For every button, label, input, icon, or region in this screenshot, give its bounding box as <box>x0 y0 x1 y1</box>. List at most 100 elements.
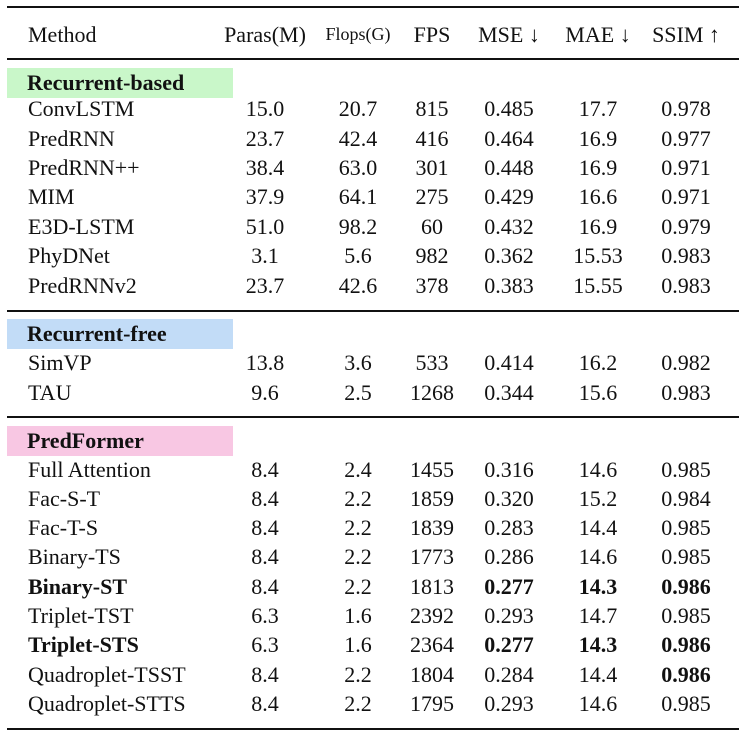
table-row: SimVP 13.8 3.6 533 0.414 16.2 0.982 <box>0 348 746 377</box>
cell-fps: 275 <box>415 184 449 209</box>
cell-params: 8.4 <box>251 544 279 569</box>
cell-flops: 3.6 <box>344 350 372 375</box>
header-ssim: SSIM ↑ <box>652 22 720 47</box>
cell-ssim: 0.983 <box>661 243 711 268</box>
cell-mae: 14.6 <box>578 544 618 569</box>
cell-mae: 14.6 <box>578 457 618 482</box>
cell-fps: 1839 <box>410 515 454 540</box>
header-params: Paras(M) <box>224 22 306 47</box>
table-row: Fac-T-S 8.4 2.2 1839 0.283 14.4 0.985 <box>0 513 746 542</box>
cell-ssim: 0.978 <box>661 96 711 121</box>
cell-params: 8.4 <box>251 574 279 599</box>
cell-mse: 0.320 <box>484 486 534 511</box>
cell-fps: 982 <box>415 243 449 268</box>
cell-flops: 2.2 <box>344 515 372 540</box>
cell-mae: 16.9 <box>578 214 618 239</box>
cell-mse: 0.414 <box>484 350 534 375</box>
cell-mae: 16.2 <box>578 350 618 375</box>
cell-mse: 0.344 <box>484 380 534 405</box>
method-name: Quadroplet-TSST <box>28 662 186 687</box>
cell-ssim: 0.985 <box>661 515 711 540</box>
cell-flops: 1.6 <box>344 603 372 628</box>
cell-mae: 15.2 <box>578 486 618 511</box>
cell-mse: 0.277 <box>484 574 534 599</box>
cell-params: 23.7 <box>245 126 285 151</box>
cell-fps: 1773 <box>410 544 454 569</box>
cell-params: 13.8 <box>245 350 285 375</box>
cell-mse: 0.485 <box>484 96 534 121</box>
method-name: Triplet-STS <box>28 632 139 657</box>
method-name: Fac-S-T <box>28 486 101 511</box>
cell-fps: 1813 <box>410 574 454 599</box>
cell-params: 15.0 <box>245 96 285 121</box>
cell-ssim: 0.985 <box>661 691 711 716</box>
cell-mae: 14.3 <box>578 574 618 599</box>
method-name: PredRNNv2 <box>28 273 137 298</box>
group-divider <box>7 416 739 418</box>
header-row: Method Paras(M) Flops(G) FPS MSE ↓ MAE ↓… <box>0 20 746 49</box>
cell-params: 9.6 <box>251 380 279 405</box>
cell-flops: 63.0 <box>338 155 378 180</box>
method-name: Fac-T-S <box>28 515 99 540</box>
cell-fps: 60 <box>421 214 443 239</box>
cell-flops: 2.2 <box>344 691 372 716</box>
cell-mae: 15.53 <box>573 243 623 268</box>
cell-ssim: 0.971 <box>661 155 711 180</box>
bottom-rule <box>7 728 739 730</box>
cell-ssim: 0.983 <box>661 380 711 405</box>
cell-ssim: 0.982 <box>661 350 711 375</box>
cell-ssim: 0.985 <box>661 457 711 482</box>
table-row: Binary-ST 8.4 2.2 1813 0.277 14.3 0.986 <box>0 572 746 601</box>
group-label-predformer: PredFormer <box>7 426 233 456</box>
cell-ssim: 0.986 <box>661 632 711 657</box>
cell-fps: 533 <box>415 350 449 375</box>
cell-flops: 64.1 <box>338 184 378 209</box>
cell-mse: 0.293 <box>484 603 534 628</box>
method-name: Binary-ST <box>28 574 128 599</box>
cell-params: 8.4 <box>251 457 279 482</box>
method-name: ConvLSTM <box>28 96 135 121</box>
cell-flops: 2.4 <box>344 457 372 482</box>
cell-mae: 15.55 <box>573 273 623 298</box>
cell-mae: 14.3 <box>578 632 618 657</box>
method-name: Binary-TS <box>28 544 121 569</box>
cell-flops: 2.2 <box>344 544 372 569</box>
top-rule <box>7 6 739 8</box>
cell-flops: 98.2 <box>338 214 378 239</box>
cell-mse: 0.284 <box>484 662 534 687</box>
group-label-recurrent-free: Recurrent-free <box>7 319 233 349</box>
cell-flops: 5.6 <box>344 243 372 268</box>
group-divider <box>7 310 739 312</box>
group-label-recurrent-based: Recurrent-based <box>7 68 233 98</box>
table-row: Fac-S-T 8.4 2.2 1859 0.320 15.2 0.984 <box>0 484 746 513</box>
cell-mae: 16.9 <box>578 126 618 151</box>
cell-params: 6.3 <box>251 603 279 628</box>
header-fps: FPS <box>413 22 451 47</box>
cell-mse: 0.464 <box>484 126 534 151</box>
cell-flops: 42.6 <box>338 273 378 298</box>
method-name: E3D-LSTM <box>28 214 135 239</box>
table-row: Quadroplet-STTS 8.4 2.2 1795 0.293 14.6 0.985 <box>0 689 746 718</box>
table-row: Triplet-STS 6.3 1.6 2364 0.277 14.3 0.986 <box>0 630 746 659</box>
cell-mse: 0.432 <box>484 214 534 239</box>
cell-mse: 0.316 <box>484 457 534 482</box>
cell-mse: 0.286 <box>484 544 534 569</box>
table-row: PhyDNet 3.1 5.6 982 0.362 15.53 0.983 <box>0 241 746 270</box>
method-name: Triplet-TST <box>28 603 134 628</box>
cell-mse: 0.293 <box>484 691 534 716</box>
cell-mae: 14.4 <box>578 515 618 540</box>
cell-params: 8.4 <box>251 486 279 511</box>
method-name: PredRNN <box>28 126 115 151</box>
cell-ssim: 0.971 <box>661 184 711 209</box>
method-name: TAU <box>28 380 72 405</box>
cell-mae: 15.6 <box>578 380 618 405</box>
cell-fps: 301 <box>415 155 449 180</box>
cell-params: 3.1 <box>251 243 279 268</box>
cell-fps: 416 <box>415 126 449 151</box>
cell-fps: 1795 <box>410 691 454 716</box>
cell-params: 6.3 <box>251 632 279 657</box>
cell-params: 38.4 <box>245 155 285 180</box>
table-row: E3D-LSTM 51.0 98.2 60 0.432 16.9 0.979 <box>0 212 746 241</box>
cell-fps: 2364 <box>410 632 454 657</box>
cell-fps: 1859 <box>410 486 454 511</box>
